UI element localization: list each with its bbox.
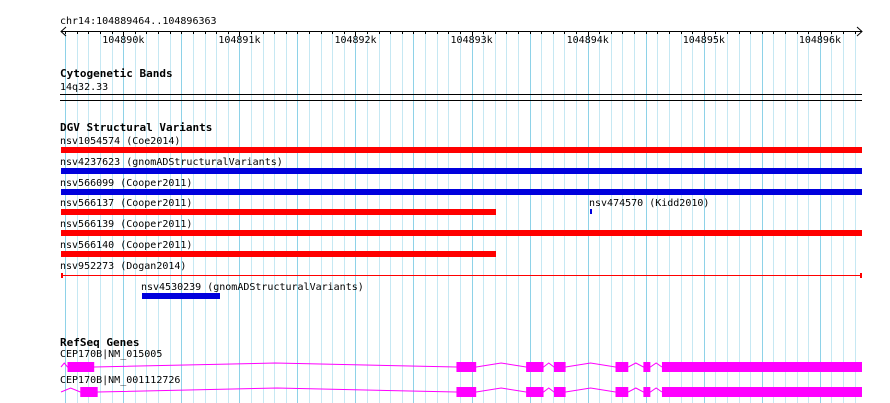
variant-label[interactable]: nsv566099 (Cooper2011) (60, 178, 193, 189)
variant-bar[interactable] (61, 189, 862, 195)
exon-box[interactable] (526, 362, 544, 372)
ruler-left-arrow (60, 26, 67, 37)
variant-label[interactable]: nsv4237623 (gnomADStructuralVariants) (60, 157, 283, 168)
ruler-axis (60, 26, 863, 37)
variant-bar[interactable] (590, 209, 592, 214)
exon-box[interactable] (643, 362, 651, 372)
intron-line (60, 387, 663, 393)
variant-label[interactable]: nsv952273 (Dogan2014) (60, 261, 187, 272)
exon-box[interactable] (553, 362, 566, 372)
exon-box[interactable] (526, 387, 544, 397)
variant-bar[interactable] (61, 251, 496, 257)
track-title-cytoband: Cytogenetic Bands (60, 67, 173, 80)
exon-box[interactable] (661, 387, 862, 397)
variant-label[interactable]: nsv474570 (Kidd2010) (589, 198, 710, 209)
variant-bar[interactable] (142, 293, 220, 299)
exon-box[interactable] (67, 362, 95, 372)
variant-label[interactable]: nsv566137 (Cooper2011) (60, 198, 193, 209)
gene-label-1[interactable]: CEP170B|NM_015005 (60, 349, 163, 360)
variant-bar[interactable] (61, 275, 862, 276)
variant-bar[interactable] (61, 209, 496, 215)
ruler-tick-label: 104892k (334, 35, 377, 46)
cytoband-top-line (60, 94, 862, 95)
variant-bar[interactable] (61, 230, 862, 236)
ruler-tick-label: 104890k (102, 35, 145, 46)
exon-box[interactable] (643, 387, 651, 397)
exon-box[interactable] (661, 362, 862, 372)
ruler-tick-label: 104893k (450, 35, 493, 46)
exon-box[interactable] (456, 387, 477, 397)
region-label: chr14:104889464..104896363 (60, 16, 217, 27)
variant-bar[interactable] (61, 168, 862, 174)
intron-line (60, 362, 663, 368)
variant-label[interactable]: nsv566140 (Cooper2011) (60, 240, 193, 251)
variant-end-cap (61, 273, 63, 278)
variant-label[interactable]: nsv566139 (Cooper2011) (60, 219, 193, 230)
exon-box[interactable] (615, 387, 629, 397)
ruler-tick-label: 104895k (682, 35, 725, 46)
exon-box[interactable] (553, 387, 566, 397)
variant-label[interactable]: nsv4530239 (gnomADStructuralVariants) (141, 282, 364, 293)
gene-label-2[interactable]: CEP170B|NM_001112726 (60, 375, 181, 386)
track-title-dgv: DGV Structural Variants (60, 121, 213, 134)
exon-box[interactable] (80, 387, 98, 397)
variant-bar[interactable] (61, 147, 862, 153)
ruler-tick-label: 104894k (566, 35, 609, 46)
cytoband-label: 14q32.33 (60, 82, 109, 93)
exon-box[interactable] (615, 362, 629, 372)
ruler-tick-label: 104891k (218, 35, 261, 46)
cytoband-bottom-line (60, 100, 862, 101)
variant-label[interactable]: nsv1054574 (Coe2014) (60, 136, 181, 147)
exon-box[interactable] (456, 362, 477, 372)
ruler-tick-label: 104896k (798, 35, 841, 46)
ruler-right-arrow (856, 26, 863, 37)
track-title-refseq: RefSeq Genes (60, 336, 140, 349)
variant-end-cap (860, 273, 862, 278)
